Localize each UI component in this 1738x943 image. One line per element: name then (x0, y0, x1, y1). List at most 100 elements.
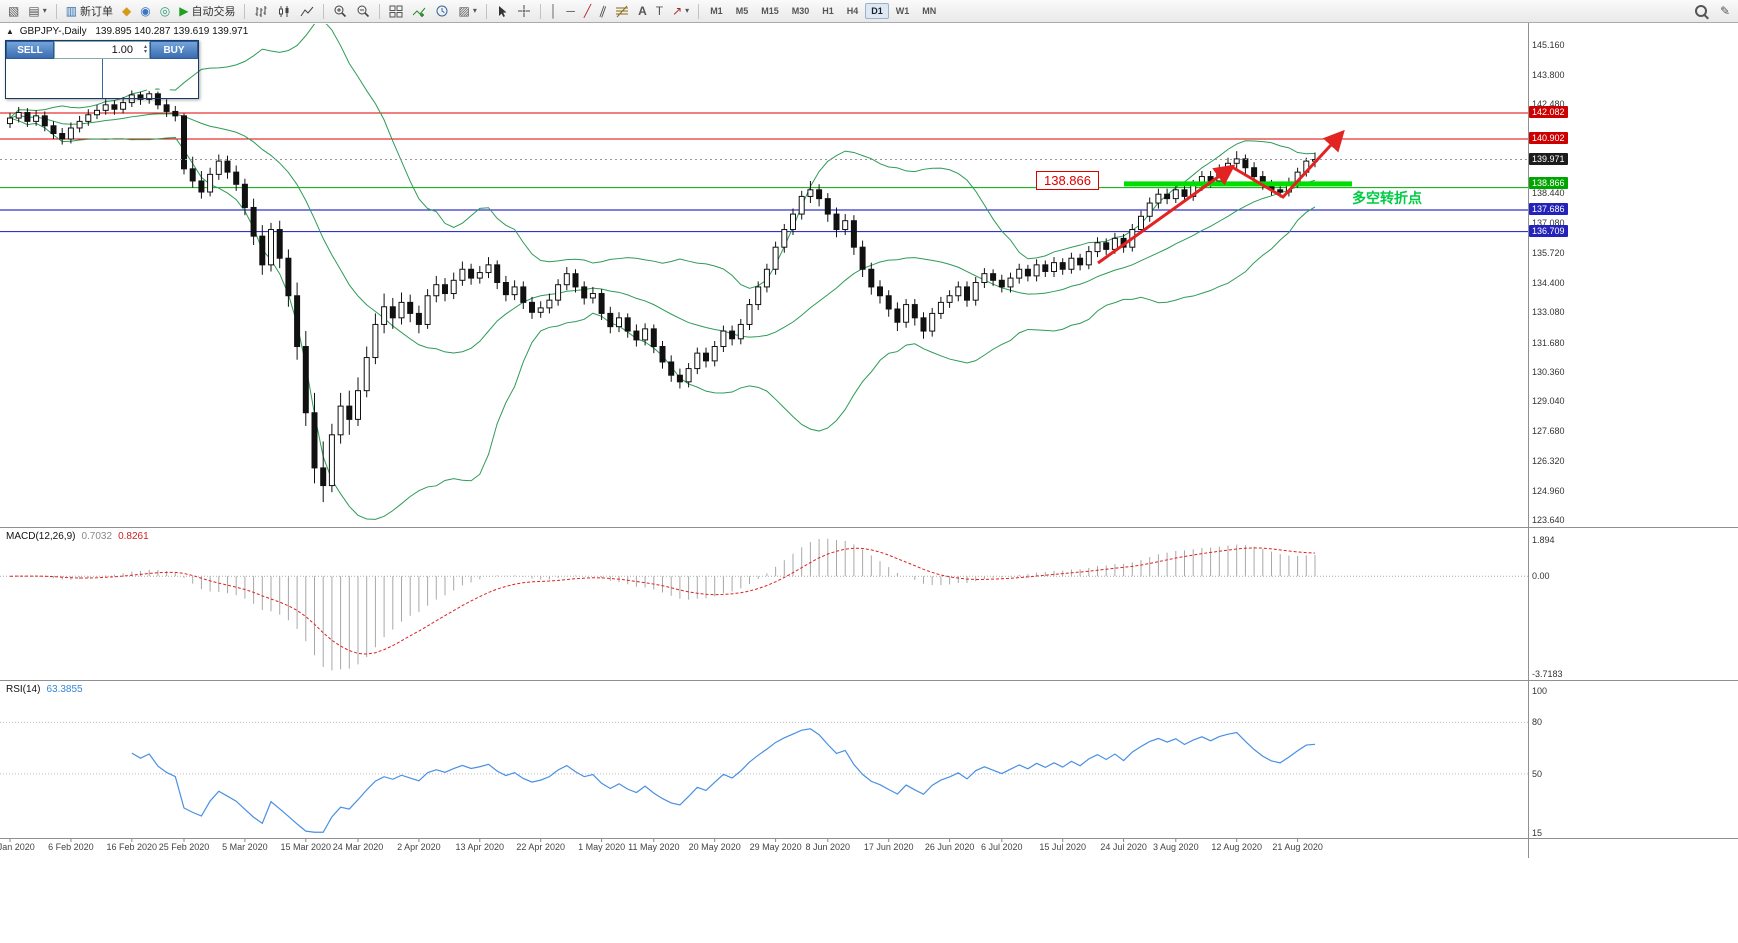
search-button[interactable] (1691, 1, 1715, 22)
label-tool[interactable]: T (652, 1, 667, 22)
line-chart-icon (301, 6, 314, 16)
bar-chart-icon (255, 5, 267, 17)
search-icon (1694, 5, 1707, 17)
volume-spinner[interactable]: ▴ ▾ (144, 42, 147, 58)
tile-windows-button[interactable] (385, 1, 407, 22)
vps-button[interactable]: ◎ (156, 1, 174, 22)
crosshair-button[interactable] (513, 1, 535, 22)
pencil-icon: ✎ (1719, 4, 1730, 18)
templates-button[interactable]: ▨ ▾ (454, 1, 480, 22)
arrow-tool-icon: ↗ (672, 4, 683, 18)
fibonacci-icon (616, 5, 629, 17)
zoom-out-icon (357, 5, 370, 18)
toolbar-separator (539, 3, 541, 19)
spin-down-icon[interactable]: ▾ (143, 49, 147, 55)
new-order-icon: ▥ (65, 4, 78, 18)
tf-w1-button[interactable]: W1 (895, 6, 910, 16)
rsi-name: RSI(14) (6, 684, 41, 695)
tf-d1-button[interactable]: D1 (865, 3, 889, 19)
sell-price-sup: 1 (75, 69, 83, 83)
sell-price[interactable]: 139 97 1 (6, 59, 103, 98)
crosshair-icon (517, 5, 530, 17)
tf-mn-button[interactable]: MN (922, 6, 937, 16)
macd-pane-separator[interactable] (0, 527, 1738, 528)
fibonacci-tool[interactable] (611, 1, 633, 22)
main-toolbar: ▧ ▤ ▾ ▥ 新订单 ◆ ◉ ◎ ▶ 自动交易 (0, 0, 1738, 23)
tf-h1-button[interactable]: H1 (822, 6, 834, 16)
trendline-tool[interactable]: ╱ (580, 1, 595, 22)
cursor-button[interactable] (492, 1, 512, 22)
ohlc-values: 139.895 140.287 139.619 139.971 (95, 26, 249, 37)
one-click-trading-panel: SELL 1.00 ▴ ▾ BUY 139 97 1 140 03 9 (5, 40, 199, 99)
indicators-button[interactable] (408, 1, 430, 22)
periods-button[interactable] (431, 1, 453, 22)
price-annotation-label[interactable]: 138.866 (1036, 171, 1099, 190)
line-chart-button[interactable] (296, 1, 318, 22)
clock-icon (436, 5, 448, 17)
toolbar-separator (323, 3, 325, 19)
market-icon: ◆ (122, 4, 132, 18)
trade-panel-header: SELL 1.00 ▴ ▾ BUY (6, 41, 198, 59)
macd-label: MACD(12,26,9) 0.7032 0.8261 (6, 531, 149, 542)
new-order-button[interactable]: ▥ 新订单 (62, 1, 117, 22)
zoom-in-button[interactable] (329, 1, 351, 22)
tf-m1-button[interactable]: M1 (710, 6, 723, 16)
macd-name: MACD(12,26,9) (6, 531, 76, 542)
profiles-button[interactable]: ▤ ▾ (24, 1, 50, 22)
edit-button[interactable]: ✎ (1716, 1, 1734, 22)
rsi-pane-separator[interactable] (0, 680, 1738, 681)
cursor-icon (498, 5, 507, 17)
buy-button[interactable]: BUY (150, 41, 198, 59)
volume-input[interactable]: 1.00 ▴ ▾ (54, 41, 150, 59)
vps-icon: ◎ (159, 4, 171, 18)
trend-arrow-0 (1097, 164, 1236, 265)
price-axis-divider (1528, 23, 1529, 858)
date-axis-separator (0, 838, 1738, 839)
trade-panel-prices: 139 97 1 140 03 9 (6, 59, 198, 98)
candlestick-chart-icon (279, 5, 289, 17)
toolbar-separator (244, 3, 246, 19)
toolbar-separator (698, 3, 700, 19)
spin-up-icon[interactable]: ▴ (143, 44, 147, 50)
autotrade-button[interactable]: ▶ 自动交易 (175, 1, 239, 22)
profiles-icon: ▤ (28, 4, 40, 18)
arrows-tool[interactable]: ↗ ▾ (668, 1, 693, 22)
bollinger-middle (9, 113, 1316, 354)
tf-m5-button[interactable]: M5 (735, 6, 749, 16)
label-icon: T (655, 4, 664, 18)
signals-icon: ◉ (140, 4, 151, 18)
autotrade-label: 自动交易 (191, 6, 236, 18)
market-button[interactable]: ◆ (118, 1, 135, 22)
tf-m15-button[interactable]: M15 (761, 6, 779, 16)
buy-price-sup: 9 (172, 69, 180, 83)
signals-button[interactable]: ◉ (136, 1, 154, 22)
new-chart-button[interactable]: ▧ (4, 1, 23, 22)
text-tool[interactable]: A (634, 1, 651, 22)
buy-price-big: 03 (143, 67, 173, 97)
rsi-value: 63.3855 (46, 684, 83, 695)
text-icon: A (638, 4, 647, 18)
candlestick-chart-button[interactable] (273, 1, 295, 22)
chevron-down-icon: ▾ (472, 6, 477, 15)
tf-m30-button[interactable]: M30 (791, 6, 810, 16)
main-price-pane (0, 24, 1528, 520)
indicators-icon (413, 7, 426, 17)
tf-h4-button[interactable]: H4 (846, 6, 859, 16)
buy-price[interactable]: 140 03 9 (103, 59, 199, 98)
zoom-out-button[interactable] (352, 1, 374, 22)
vertical-line-tool[interactable]: │ (546, 1, 562, 22)
macd-histogram (18, 538, 1316, 671)
trend-arrow-1 (1231, 129, 1345, 199)
turning-point-annotation[interactable]: 多空转折点 (1352, 190, 1422, 206)
bollinger-lower (9, 117, 1316, 520)
bar-chart-button[interactable] (250, 1, 272, 22)
collapse-panel-icon[interactable]: ▲ (6, 27, 14, 36)
sell-price-big: 97 (46, 67, 76, 97)
sell-price-prefix: 139 (24, 77, 45, 91)
horizontal-line-tool[interactable]: ─ (562, 1, 579, 22)
chevron-down-icon: ▾ (685, 6, 690, 15)
volume-value: 1.00 (111, 44, 133, 56)
sell-button[interactable]: SELL (6, 41, 54, 59)
